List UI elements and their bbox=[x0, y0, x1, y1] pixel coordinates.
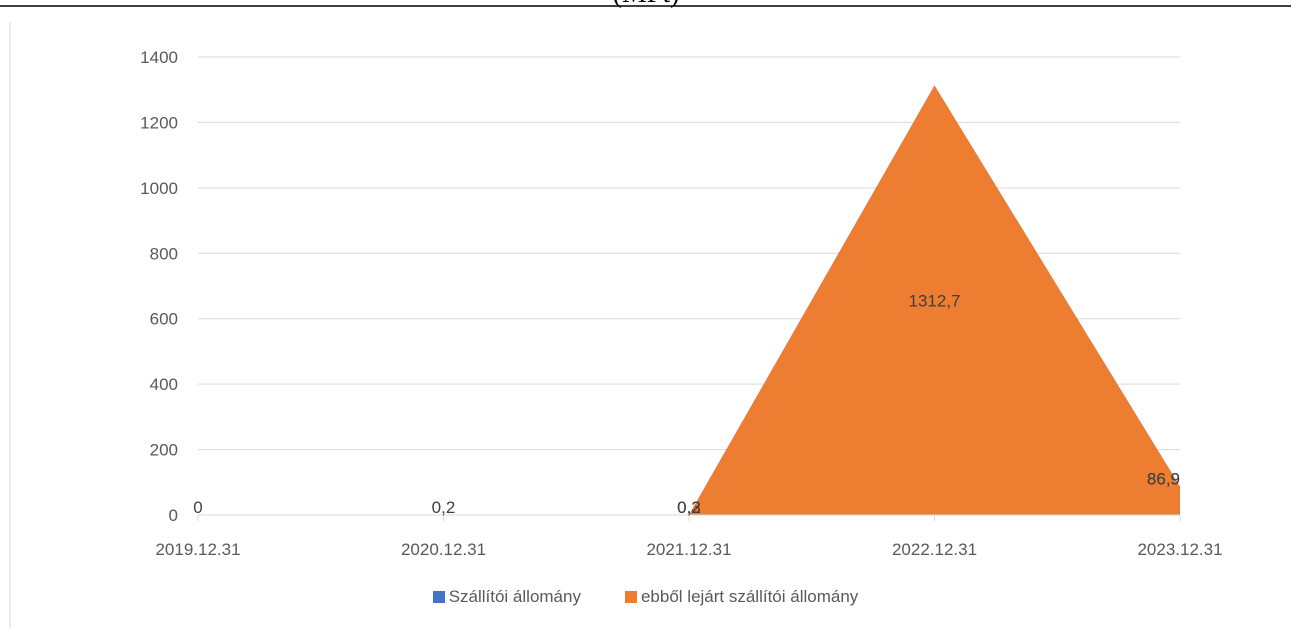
y-tick-label: 400 bbox=[150, 375, 178, 394]
legend-swatch-orange bbox=[625, 591, 637, 603]
x-tick-label: 2021.12.31 bbox=[646, 540, 731, 559]
y-tick-label: 200 bbox=[150, 441, 178, 460]
legend-item-szallitoi-allomany: Szállítói állomány bbox=[433, 587, 581, 607]
data-label-series-1: 0,2 bbox=[677, 498, 701, 517]
legend: Szállítói állomány ebből lejárt szállító… bbox=[0, 584, 1291, 610]
x-axis: 2019.12.31 2020.12.31 2021.12.31 2022.12.31… bbox=[155, 515, 1222, 559]
legend-label-szallitoi-allomany: Szállítói állomány bbox=[449, 587, 581, 607]
header-fragment: (MFt) bbox=[613, 0, 680, 9]
legend-label-lejart-allomany: ebből lejárt szállítói állomány bbox=[641, 587, 858, 607]
data-label-series-0: 0 bbox=[193, 498, 202, 517]
y-tick-label: 1200 bbox=[140, 113, 178, 132]
legend-swatch-blue bbox=[433, 591, 445, 603]
x-tick-label: 2019.12.31 bbox=[155, 540, 240, 559]
y-tick-label: 1000 bbox=[140, 179, 178, 198]
y-tick-label: 800 bbox=[150, 244, 178, 263]
data-label-series-1: 86,9 bbox=[1147, 470, 1180, 489]
data-label-series-0: 0,2 bbox=[432, 498, 456, 517]
y-axis-ticks: 0 200 400 600 800 1000 1200 1400 bbox=[140, 48, 178, 525]
x-tick-label: 2022.12.31 bbox=[892, 540, 977, 559]
x-tick-label: 2020.12.31 bbox=[401, 540, 486, 559]
series-areas bbox=[198, 86, 1180, 515]
y-tick-label: 600 bbox=[150, 310, 178, 329]
x-tick-label: 2023.12.31 bbox=[1137, 540, 1222, 559]
y-tick-label: 0 bbox=[169, 506, 178, 525]
legend-item-lejart-allomany: ebből lejárt szállítói állomány bbox=[625, 587, 858, 607]
data-label-series-1: 1312,7 bbox=[909, 291, 961, 310]
y-tick-label: 1400 bbox=[140, 48, 178, 67]
